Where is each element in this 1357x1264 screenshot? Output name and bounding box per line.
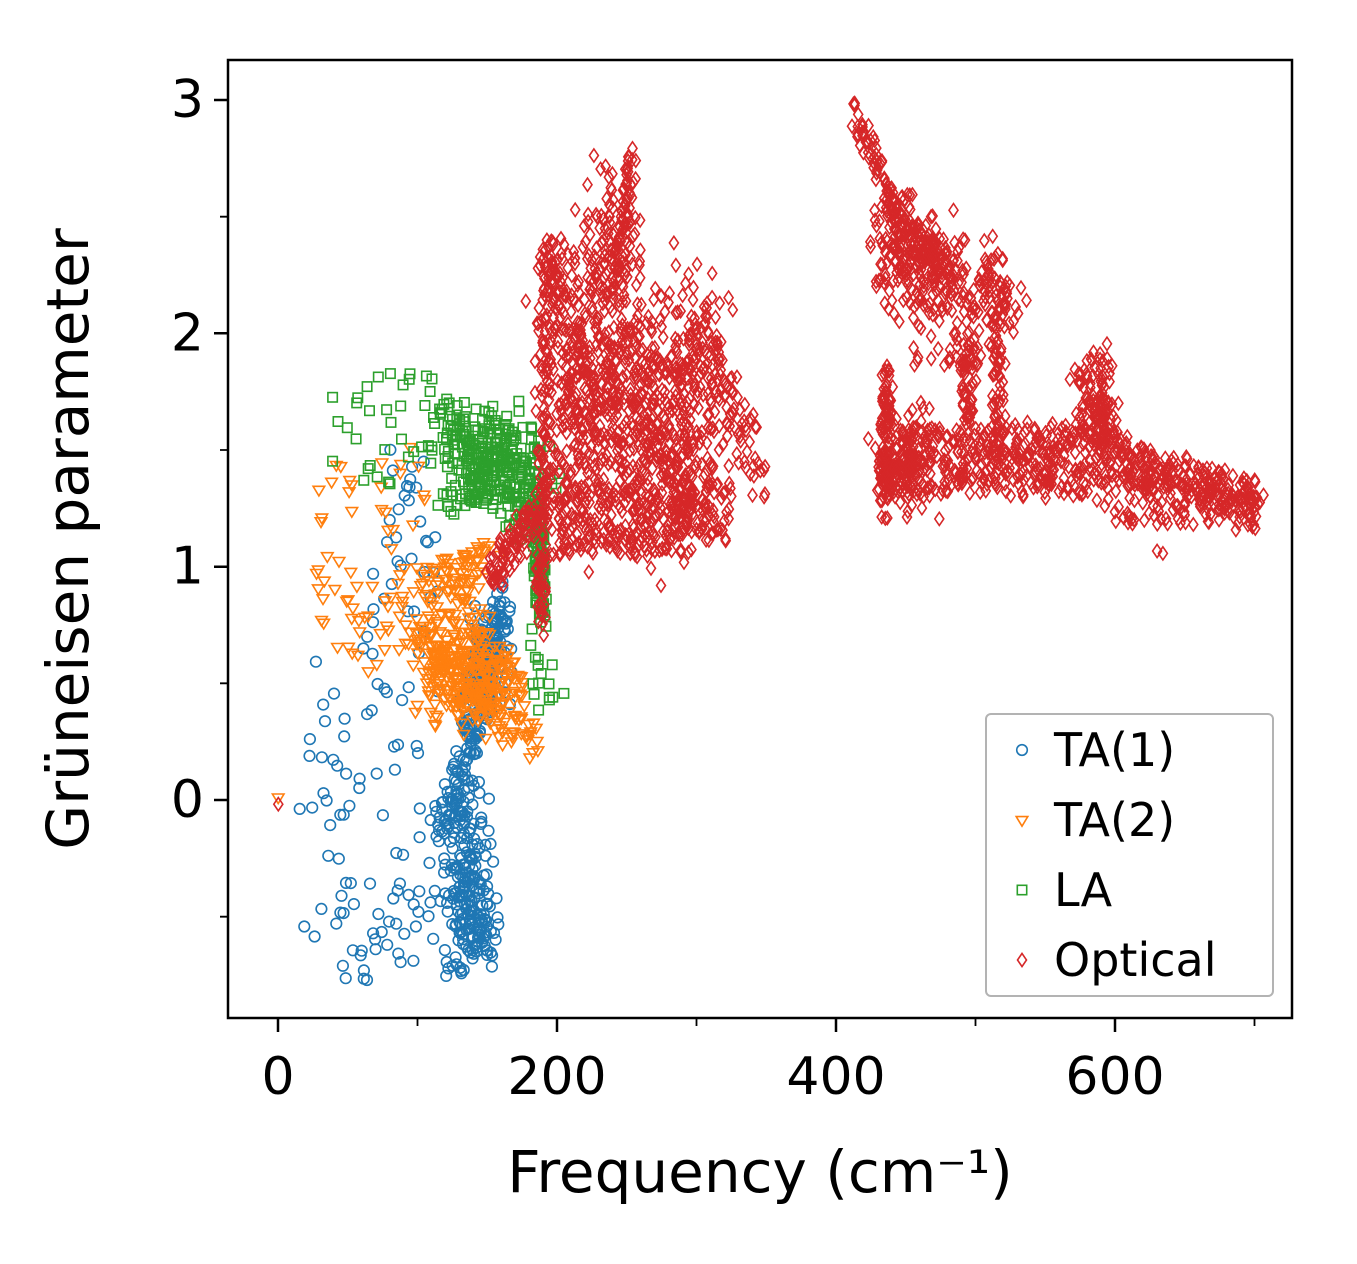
legend-label-ta2: TA(2) [1053,793,1175,847]
y-tick-label-1: 1 [171,537,204,597]
x-axis-label: Frequency (cm⁻¹) [507,1138,1013,1206]
y-tick-label-3: 3 [171,70,204,130]
legend-label-optical: Optical [1054,933,1216,987]
x-tick-label-200: 200 [507,1047,606,1107]
y-tick-label-2: 2 [171,303,204,363]
x-tick-label-0: 0 [261,1047,294,1107]
legend: TA(1) TA(2) LA Optical [986,714,1273,996]
series-Optical [274,97,1268,811]
legend-label-ta1: TA(1) [1053,723,1175,777]
x-tick-label-600: 600 [1065,1047,1164,1107]
y-tick-label-0: 0 [171,770,204,830]
legend-label-la: LA [1054,863,1113,917]
x-tick-label-400: 400 [786,1047,885,1107]
y-axis-label: Grüneisen parameter [34,228,102,850]
